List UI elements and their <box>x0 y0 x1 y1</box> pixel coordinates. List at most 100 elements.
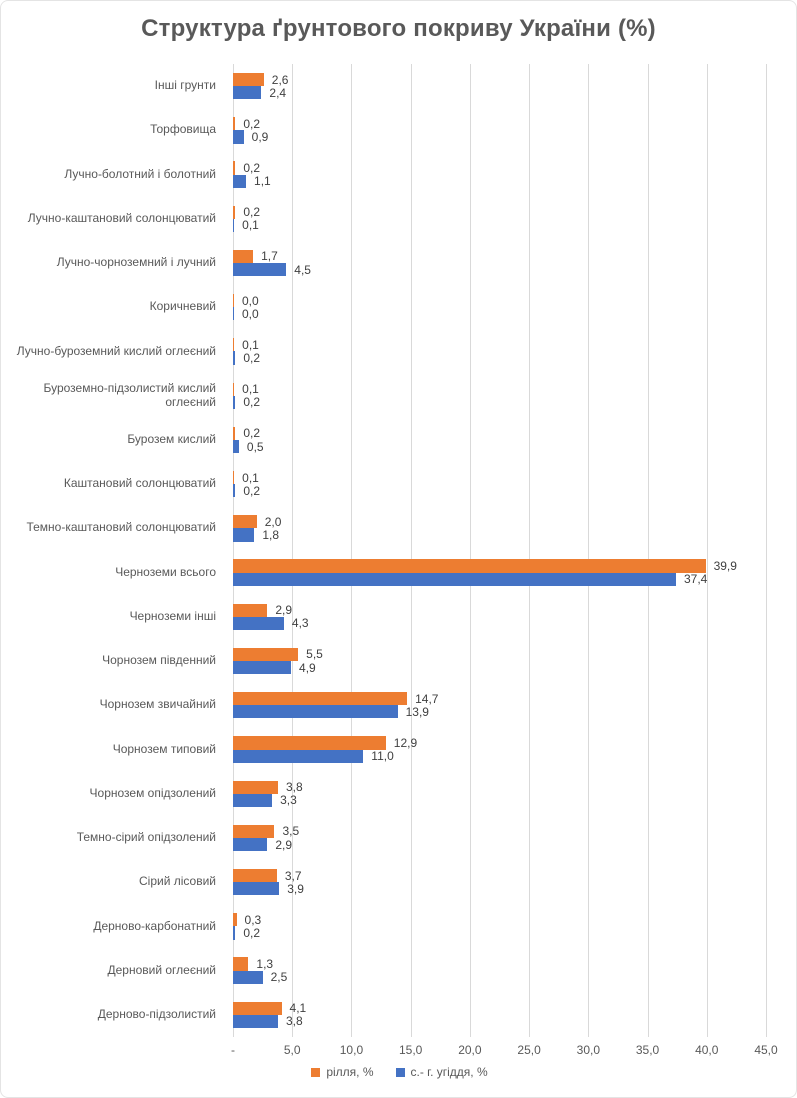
legend-item-rillia: рілля, % <box>311 1065 374 1079</box>
category-row: Інші грунти 2,6 2,4 <box>1 64 796 108</box>
bar-slot: 0,1 <box>233 470 766 485</box>
category-label: Темно-сірий опідзолений <box>76 830 216 845</box>
legend-label-rillia: рілля, % <box>326 1065 374 1079</box>
bar-slot: 13,9 <box>233 704 766 719</box>
bar-slot: 0,5 <box>233 440 766 454</box>
bar-slot: 2,5 <box>233 970 766 985</box>
value-label: 3,8 <box>286 780 303 795</box>
value-label: 5,5 <box>306 647 323 662</box>
bar-slot: 0,0 <box>233 294 766 308</box>
category-row: Бурозем кислий 0,2 0,5 <box>1 418 796 462</box>
x-tick-label: 20,0 <box>458 1043 482 1057</box>
category-label: Лучно-чорноземний і лучний <box>56 255 216 270</box>
bar-slot: 37,4 <box>233 572 766 586</box>
value-label: 3,5 <box>282 824 300 839</box>
x-tick-label: 40,0 <box>695 1043 719 1057</box>
bar-group: 4,1 3,8 <box>233 1001 766 1028</box>
bar-group: 2,0 1,8 <box>233 515 766 542</box>
category-row: Лучно-каштановий солонцюватий 0,2 0,1 <box>1 197 796 241</box>
bar-slot: 39,9 <box>233 559 766 574</box>
gridline <box>766 64 767 1037</box>
value-label: 39,9 <box>713 559 737 574</box>
category-row: Лучно-чорноземний і лучний 1,7 4,5 <box>1 241 796 285</box>
bar-slot: 0,2 <box>233 484 766 498</box>
value-label: 0,1 <box>242 470 259 485</box>
value-label: 1,3 <box>256 957 274 972</box>
x-tick-label: 30,0 <box>576 1043 601 1057</box>
bar-slot: 3,9 <box>233 882 766 896</box>
bar-group: 0,0 0,0 <box>233 294 766 321</box>
bar-group: 0,3 0,2 <box>233 912 766 940</box>
bar-ugiddia <box>233 837 268 852</box>
x-tick-label: - <box>231 1043 235 1057</box>
bar-slot: 2,6 <box>233 72 766 87</box>
plot-area <box>233 64 767 1037</box>
bar-slot: 3,3 <box>233 793 766 807</box>
value-label: 0,2 <box>243 205 261 220</box>
bar-group: 0,1 0,2 <box>233 338 766 366</box>
value-label: 14,7 <box>415 691 439 706</box>
bar-slot: 0,2 <box>233 395 766 410</box>
value-label: 0,1 <box>242 382 259 397</box>
bar-group: 5,5 4,9 <box>233 647 766 675</box>
bar-rillia <box>233 647 299 662</box>
bar-rillia <box>233 294 234 308</box>
bar-ugiddia <box>233 263 287 277</box>
category-label: Чорнозем південний <box>102 653 216 668</box>
value-label: 2,9 <box>275 603 293 618</box>
category-label: Дерново-карбонатний <box>93 918 216 933</box>
bar-rillia <box>233 72 264 87</box>
gridline <box>647 64 649 1037</box>
bar-rillia <box>233 249 254 264</box>
value-label: 0,2 <box>243 426 261 441</box>
value-label: 0,2 <box>243 395 261 410</box>
bar-slot: 1,7 <box>233 249 766 264</box>
gridline <box>706 64 708 1037</box>
bar-slot: 1,1 <box>233 174 766 188</box>
bar-rillia <box>233 869 277 883</box>
value-label: 0,2 <box>243 116 261 131</box>
bar-ugiddia <box>233 661 292 675</box>
bar-slot: 0,9 <box>233 130 766 144</box>
bar-rillia <box>233 913 237 927</box>
category-label: Інші грунти <box>154 78 216 93</box>
bar-slot: 2,9 <box>233 837 766 852</box>
bar-rillia <box>233 117 236 131</box>
category-row: Чорнозем звичайний 14,7 13,9 <box>1 683 796 727</box>
bar-group: 39,9 37,4 <box>233 559 766 586</box>
bar-group: 2,9 4,3 <box>233 603 766 630</box>
bar-group: 3,8 3,3 <box>233 780 766 807</box>
bar-group: 1,7 4,5 <box>233 249 766 277</box>
bar-rillia <box>233 824 275 838</box>
bar-rillia <box>233 161 236 175</box>
bar-slot: 14,7 <box>233 691 766 706</box>
bar-rillia <box>233 692 408 706</box>
bar-slot: 0,2 <box>233 205 766 220</box>
category-row: Темно-сірий опідзолений 3,5 2,9 <box>1 816 796 860</box>
bar-slot: 0,2 <box>233 926 766 940</box>
category-row: Лучно-болотний і болотний 0,2 1,1 <box>1 152 796 196</box>
bar-slot: 4,3 <box>233 616 766 630</box>
category-label: Лучно-каштановий солонцюватий <box>27 210 216 225</box>
category-row: Каштановий солонцюватий 0,1 0,2 <box>1 462 796 506</box>
value-label: 0,3 <box>244 912 262 927</box>
category-row: Буроземно-підзолистий кислий оглеєний 0,1… <box>1 374 796 418</box>
bar-group: 3,7 3,9 <box>233 869 766 896</box>
value-label: 0,2 <box>243 351 261 366</box>
value-label: 0,0 <box>242 306 259 321</box>
bar-rillia <box>233 603 268 617</box>
value-label: 2,5 <box>270 970 288 985</box>
bar-slot: 0,1 <box>233 218 766 232</box>
value-label: 13,9 <box>405 704 429 719</box>
legend-marker-ugiddia-icon <box>395 1067 405 1077</box>
bar-slot: 12,9 <box>233 736 766 750</box>
category-label: Буроземно-підзолистий кислий оглеєний <box>43 380 216 409</box>
bar-rillia <box>233 205 236 219</box>
bar-slot: 0,3 <box>233 912 766 927</box>
category-label: Каштановий солонцюватий <box>63 476 216 491</box>
value-label: 11,0 <box>371 749 394 764</box>
bar-ugiddia <box>233 395 236 409</box>
bar-slot: 2,4 <box>233 86 766 100</box>
legend-marker-rillia-icon <box>311 1067 321 1077</box>
